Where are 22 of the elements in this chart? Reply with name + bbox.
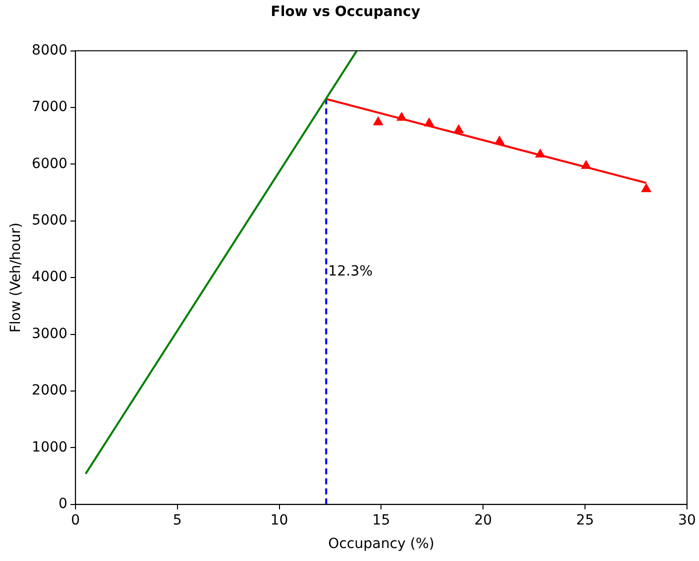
y-tick-label: 3000	[32, 326, 68, 342]
x-tick-label: 30	[678, 512, 696, 528]
y-tick-label: 8000	[32, 42, 68, 58]
x-axis-title: Occupancy (%)	[328, 536, 434, 552]
y-tick-label: 5000	[32, 212, 68, 229]
chart-title: Flow vs Occupancy	[270, 4, 420, 20]
y-tick-label: 0	[58, 496, 68, 512]
y-tick-label: 7000	[32, 99, 68, 116]
y-tick-label: 4000	[32, 269, 68, 286]
x-tick-label: 0	[70, 512, 80, 528]
annotation: 12.3%	[328, 264, 373, 280]
y-tick-label: 2000	[32, 382, 68, 399]
y-tick-label: 6000	[32, 156, 68, 172]
y-axis-title: Flow (Veh/hour)	[8, 222, 24, 333]
x-tick-label: 10	[270, 512, 288, 528]
x-tick-label: 5	[172, 512, 182, 528]
point	[372, 116, 384, 126]
x-tick-label: 15	[372, 512, 390, 528]
point	[641, 183, 652, 192]
y-tick-label: 1000	[32, 439, 68, 456]
x-tick-label: 20	[474, 512, 492, 528]
x-tick-label: 25	[576, 512, 594, 528]
